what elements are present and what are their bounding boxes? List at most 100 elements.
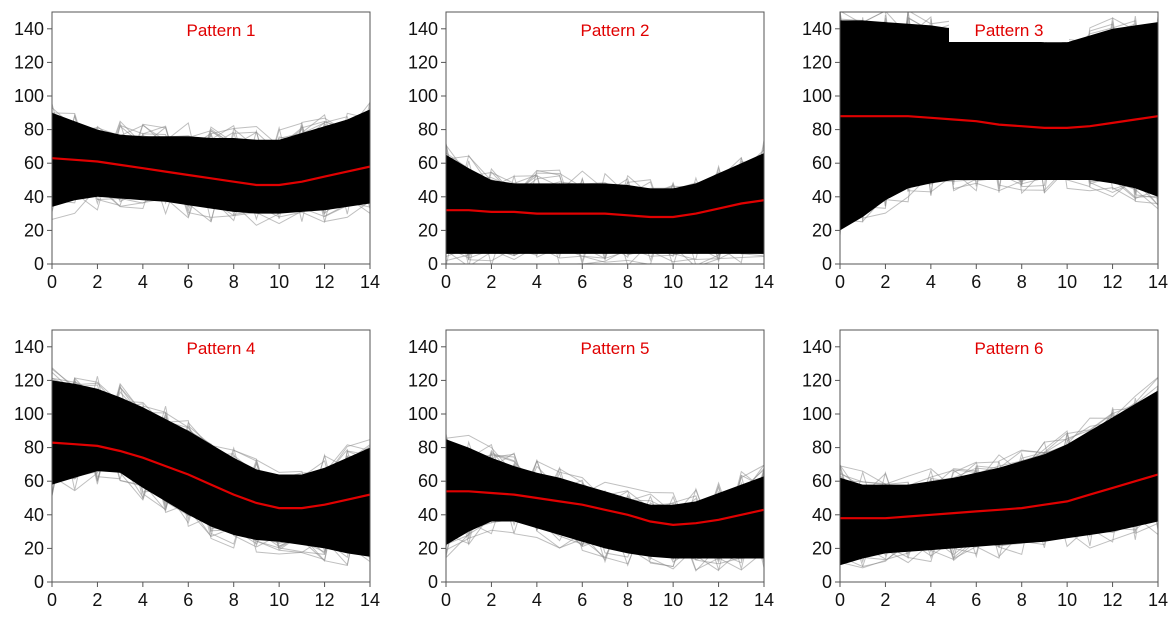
x-tick-label: 4 bbox=[138, 590, 148, 610]
x-tick-label: 10 bbox=[269, 590, 289, 610]
y-tick-label: 80 bbox=[418, 120, 438, 140]
panel-title: Pattern 1 bbox=[187, 21, 256, 40]
x-tick-label: 12 bbox=[315, 590, 335, 610]
x-tick-label: 2 bbox=[486, 272, 496, 292]
x-tick-label: 10 bbox=[269, 272, 289, 292]
y-tick-label: 20 bbox=[812, 220, 832, 240]
trajectory-band bbox=[52, 380, 370, 557]
x-tick-label: 4 bbox=[138, 272, 148, 292]
x-tick-label: 0 bbox=[441, 590, 451, 610]
title-background bbox=[555, 16, 675, 42]
chart-svg-1: 0 20 40 60 80 100 120 140 0 2 4 6 8 10 12 14 Pattern 1 bbox=[14, 11, 380, 292]
plot-area bbox=[446, 140, 764, 264]
y-tick-label: 60 bbox=[418, 153, 438, 173]
x-tick-label: 6 bbox=[183, 272, 193, 292]
y-tick-label: 120 bbox=[802, 370, 832, 390]
plot-frame bbox=[51, 11, 371, 265]
x-tick-label: 12 bbox=[315, 272, 335, 292]
chart-panel-3: 0 20 40 60 80 100 120 140 0 2 4 6 8 10 12 14 Pattern 3 bbox=[788, 0, 1169, 300]
y-tick-label: 0 bbox=[34, 254, 44, 274]
panel-title: Pattern 6 bbox=[975, 339, 1044, 358]
title-background bbox=[161, 16, 281, 42]
x-tick-label: 6 bbox=[577, 590, 587, 610]
y-tick-label: 40 bbox=[24, 505, 44, 525]
x-tick-label: 14 bbox=[1148, 272, 1168, 292]
y-tick-label: 0 bbox=[428, 572, 438, 592]
x-tick-label: 2 bbox=[880, 272, 890, 292]
y-tick-label: 20 bbox=[418, 538, 438, 558]
trajectory-band bbox=[446, 439, 764, 559]
y-tick-label: 140 bbox=[14, 337, 44, 357]
x-tick-label: 10 bbox=[1057, 590, 1077, 610]
x-tick-label: 12 bbox=[709, 272, 729, 292]
x-tick-label: 10 bbox=[663, 590, 683, 610]
chart-panel-2: 0 20 40 60 80 100 120 140 0 2 4 6 8 10 12 14 Pattern 2 bbox=[394, 0, 784, 300]
x-tick-label: 14 bbox=[754, 272, 774, 292]
x-tick-label: 2 bbox=[880, 590, 890, 610]
y-tick-label: 60 bbox=[24, 153, 44, 173]
y-tick-label: 20 bbox=[418, 220, 438, 240]
x-tick-label: 4 bbox=[926, 272, 936, 292]
x-tick-label: 6 bbox=[577, 272, 587, 292]
y-tick-label: 80 bbox=[24, 438, 44, 458]
y-tick-label: 60 bbox=[418, 471, 438, 491]
x-tick-label: 12 bbox=[709, 590, 729, 610]
trajectory-band bbox=[446, 153, 764, 254]
y-tick-label: 20 bbox=[24, 220, 44, 240]
y-tick-label: 100 bbox=[408, 86, 438, 106]
y-tick-label: 100 bbox=[408, 404, 438, 424]
plot-area bbox=[52, 101, 370, 226]
trajectory-band bbox=[52, 109, 370, 214]
x-tick-label: 14 bbox=[754, 590, 774, 610]
y-tick-label: 0 bbox=[822, 572, 832, 592]
plot-frame bbox=[445, 11, 765, 265]
y-tick-label: 60 bbox=[812, 471, 832, 491]
plot-area bbox=[840, 376, 1158, 569]
y-tick-label: 120 bbox=[802, 52, 832, 72]
plot-area bbox=[446, 433, 764, 572]
panel-title: Pattern 4 bbox=[187, 339, 256, 358]
mean-line bbox=[840, 473, 1158, 520]
chart-panel-4: 0 20 40 60 80 100 120 140 0 2 4 6 8 10 12 14 Pattern 4 bbox=[0, 318, 390, 618]
chart-panel-1: 0 20 40 60 80 100 120 140 0 2 4 6 8 10 12 14 Pattern 1 bbox=[0, 0, 390, 300]
x-tick-label: 0 bbox=[47, 590, 57, 610]
title-background bbox=[161, 334, 281, 360]
x-tick-label: 8 bbox=[229, 272, 239, 292]
panel-title: Pattern 3 bbox=[975, 21, 1044, 40]
y-tick-label: 0 bbox=[34, 572, 44, 592]
y-tick-label: 120 bbox=[14, 52, 44, 72]
y-tick-label: 20 bbox=[812, 538, 832, 558]
y-tick-label: 80 bbox=[812, 120, 832, 140]
y-tick-label: 100 bbox=[14, 404, 44, 424]
x-tick-label: 14 bbox=[360, 272, 380, 292]
chart-panel-5: 0 20 40 60 80 100 120 140 0 2 4 6 8 10 12 14 Pattern 5 bbox=[394, 318, 784, 618]
chart-svg-2: 0 20 40 60 80 100 120 140 0 2 4 6 8 10 12 14 Pattern 2 bbox=[408, 11, 774, 292]
plot-frame bbox=[839, 329, 1159, 583]
y-tick-label: 80 bbox=[418, 438, 438, 458]
mean-line bbox=[446, 490, 764, 527]
x-tick-label: 14 bbox=[360, 590, 380, 610]
y-tick-label: 40 bbox=[24, 187, 44, 207]
chart-svg-6: 0 20 40 60 80 100 120 140 0 2 4 6 8 10 12 14 Pattern 6 bbox=[802, 329, 1168, 610]
title-background bbox=[949, 16, 1069, 42]
x-tick-label: 0 bbox=[441, 272, 451, 292]
mean-line bbox=[840, 115, 1158, 130]
y-tick-label: 100 bbox=[802, 86, 832, 106]
x-tick-label: 8 bbox=[623, 590, 633, 610]
y-tick-label: 0 bbox=[822, 254, 832, 274]
y-tick-label: 140 bbox=[408, 337, 438, 357]
x-tick-label: 6 bbox=[183, 590, 193, 610]
y-tick-label: 40 bbox=[418, 187, 438, 207]
plot-frame bbox=[51, 329, 371, 583]
x-tick-label: 8 bbox=[229, 590, 239, 610]
x-tick-label: 2 bbox=[486, 590, 496, 610]
plot-frame bbox=[839, 11, 1159, 265]
plot-frame bbox=[445, 329, 765, 583]
chart-svg-5: 0 20 40 60 80 100 120 140 0 2 4 6 8 10 12 14 Pattern 5 bbox=[408, 329, 774, 610]
x-tick-label: 6 bbox=[971, 590, 981, 610]
mean-line bbox=[52, 157, 370, 187]
x-tick-label: 0 bbox=[835, 272, 845, 292]
x-tick-label: 8 bbox=[1017, 272, 1027, 292]
mean-line bbox=[52, 441, 370, 510]
